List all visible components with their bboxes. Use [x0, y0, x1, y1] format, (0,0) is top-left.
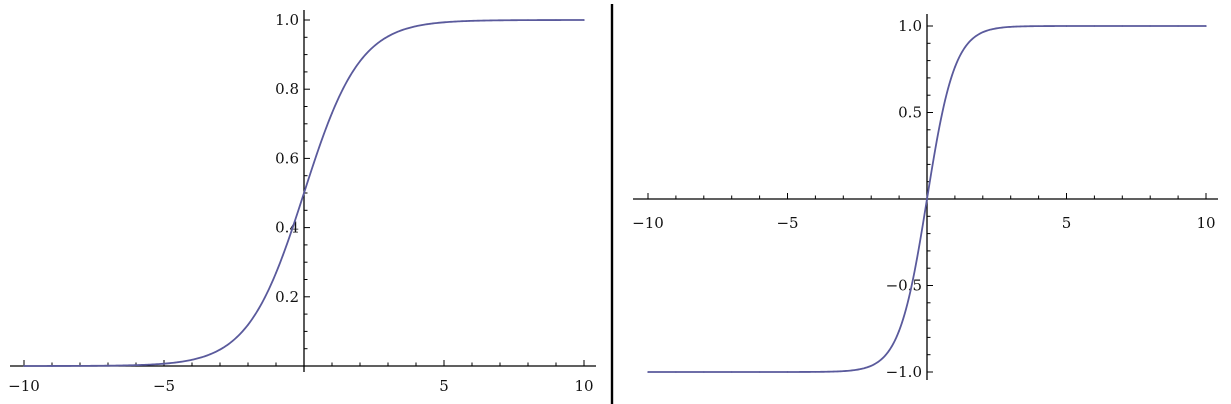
data-point: [135, 364, 137, 366]
y-tick-label: −0.5: [886, 277, 922, 295]
data-point: [23, 365, 25, 367]
data-point: [387, 35, 389, 38]
data-point: [471, 19, 473, 22]
data-point: [443, 21, 445, 24]
x-tick-label: −10: [632, 214, 664, 232]
data-point: [647, 371, 649, 373]
x-tick-label: 5: [439, 377, 449, 395]
data-point: [359, 60, 361, 62]
data-point: [303, 192, 305, 194]
x-tick-label: −5: [153, 377, 175, 395]
data-point: [1205, 25, 1207, 27]
data-point: [898, 330, 900, 332]
y-tick-label: 0.5: [898, 104, 922, 122]
data-point: [163, 362, 165, 365]
y-tick-label: 0.2: [275, 288, 299, 306]
tanh-chart: −10 −5 5 10 −1.0 −0.5 0.5 1.0: [632, 14, 1218, 381]
data-point: [527, 19, 529, 21]
data-point: [926, 198, 928, 200]
x-tick-label: 10: [1196, 214, 1215, 232]
data-point: [499, 19, 501, 22]
data-point: [758, 371, 761, 373]
y-tick-label: 1.0: [275, 11, 299, 29]
data-point: [275, 272, 277, 274]
data-point: [675, 371, 677, 373]
data-point: [982, 31, 984, 34]
data-point: [1009, 26, 1012, 28]
y-tick-label: 0.6: [275, 149, 299, 167]
data-point: [583, 19, 585, 21]
data-point: [555, 19, 557, 21]
y-tick-label: −1.0: [886, 363, 922, 381]
data-point: [1093, 25, 1096, 27]
data-point: [1037, 25, 1040, 27]
data-point: [219, 348, 221, 351]
data-point: [1065, 25, 1068, 27]
data-point: [814, 371, 817, 373]
x-tick-label: 10: [574, 377, 593, 395]
data-point: [51, 365, 53, 367]
data-point: [870, 364, 872, 367]
x-tick-label: 5: [1062, 214, 1072, 232]
data-point: [415, 25, 417, 28]
data-point: [703, 371, 705, 373]
y-tick-label: 0.4: [275, 219, 299, 237]
y-tick-label: 0.8: [275, 80, 299, 98]
x-tick-label: −5: [776, 214, 798, 232]
x-tick-label: −10: [8, 377, 40, 395]
data-point: [730, 371, 733, 373]
data-point: [1121, 25, 1124, 27]
data-point: [786, 371, 789, 373]
data-point: [842, 370, 845, 372]
logistic-chart: −10 −5 5 10 0.2 0.4 0.6 0.8 1.0: [8, 10, 596, 395]
data-point: [1149, 25, 1151, 27]
data-point: [191, 358, 193, 361]
data-point: [247, 324, 249, 326]
data-point: [1177, 25, 1179, 27]
data-point: [954, 66, 956, 68]
data-point: [107, 364, 109, 367]
data-point: [79, 365, 81, 367]
data-point: [331, 112, 333, 114]
y-tick-label: 1.0: [898, 17, 922, 35]
